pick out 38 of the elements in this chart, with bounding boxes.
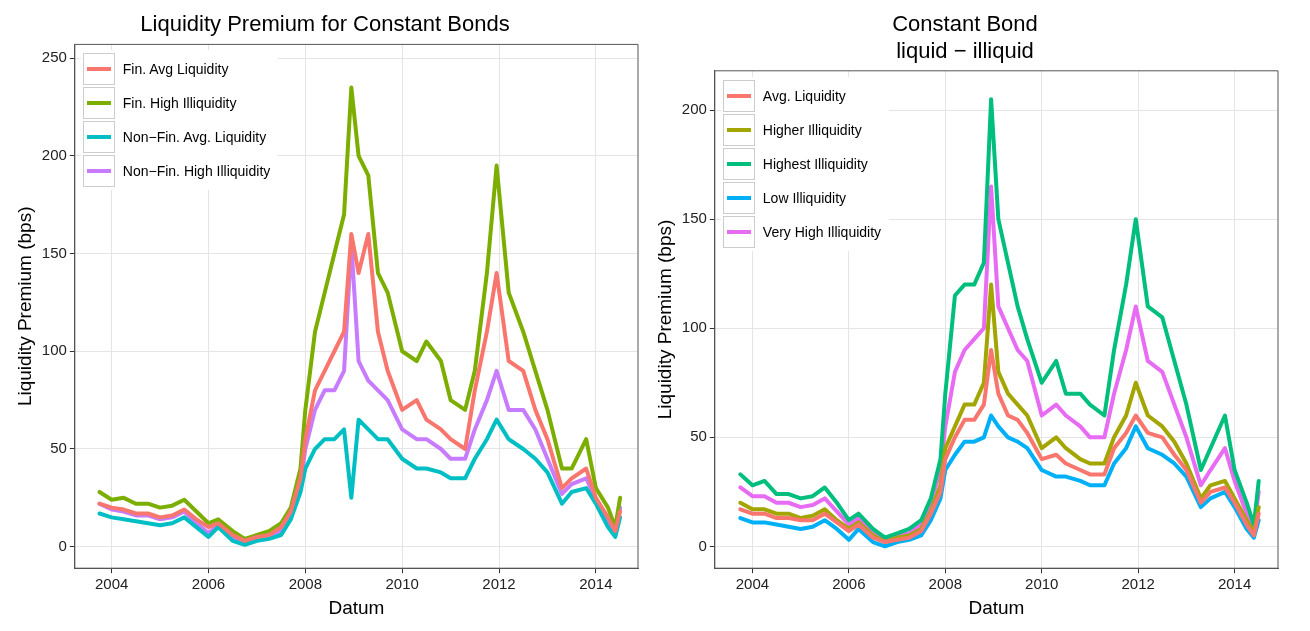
legend-label: Low Illiquidity bbox=[762, 189, 847, 206]
chart-title: Constant Bond liquid − illiquid bbox=[892, 11, 1038, 63]
x-tick-label: 2006 bbox=[191, 575, 226, 593]
legend-label: Avg. Liquidity bbox=[762, 87, 846, 104]
x-tick-label: 2014 bbox=[1217, 575, 1252, 593]
y-tick-label: 50 bbox=[50, 439, 67, 457]
y-tick-label: 50 bbox=[690, 427, 707, 445]
x-tick-label: 2010 bbox=[1025, 575, 1059, 593]
x-tick-label: 2014 bbox=[579, 575, 613, 593]
legend-label: Higher Illiquidity bbox=[762, 121, 862, 138]
y-tick-label: 150 bbox=[41, 243, 67, 261]
y-axis-title: Liquidity Premium (bps) bbox=[13, 206, 35, 407]
legend-label: Non−Fin. High Illiquidity bbox=[122, 163, 271, 180]
y-tick-label: 100 bbox=[681, 318, 707, 336]
y-tick-label: 100 bbox=[41, 341, 67, 359]
x-tick-label: 2004 bbox=[735, 575, 770, 593]
x-tick-label: 2008 bbox=[928, 575, 962, 593]
legend-label: Fin. High Illiquidity bbox=[122, 95, 237, 112]
y-tick-label: 150 bbox=[681, 209, 707, 227]
x-axis-title: Datum bbox=[968, 596, 1025, 618]
legend-label: Fin. Avg Liquidity bbox=[122, 61, 229, 78]
x-tick-label: 2012 bbox=[482, 575, 516, 593]
x-tick-label: 2006 bbox=[832, 575, 866, 593]
legend-label: Highest Illiquidity bbox=[762, 155, 868, 172]
y-tick-label: 250 bbox=[41, 48, 67, 66]
y-tick-label: 200 bbox=[41, 145, 67, 163]
x-tick-label: 2010 bbox=[385, 575, 419, 593]
x-tick-label: 2008 bbox=[288, 575, 323, 593]
x-axis-title: Datum bbox=[328, 596, 385, 618]
chart-title: Liquidity Premium for Constant Bonds bbox=[140, 11, 510, 37]
x-tick-label: 2012 bbox=[1121, 575, 1155, 593]
legend-label: Non−Fin. Avg. Liquidity bbox=[122, 129, 267, 146]
x-tick-label: 2004 bbox=[94, 575, 129, 593]
y-tick-label: 0 bbox=[698, 536, 707, 554]
legend-label: Very High Illiquidity bbox=[762, 223, 882, 240]
y-tick-label: 0 bbox=[58, 536, 67, 554]
y-tick-label: 200 bbox=[681, 100, 707, 118]
y-axis-title: Liquidity Premium (bps) bbox=[653, 219, 675, 420]
